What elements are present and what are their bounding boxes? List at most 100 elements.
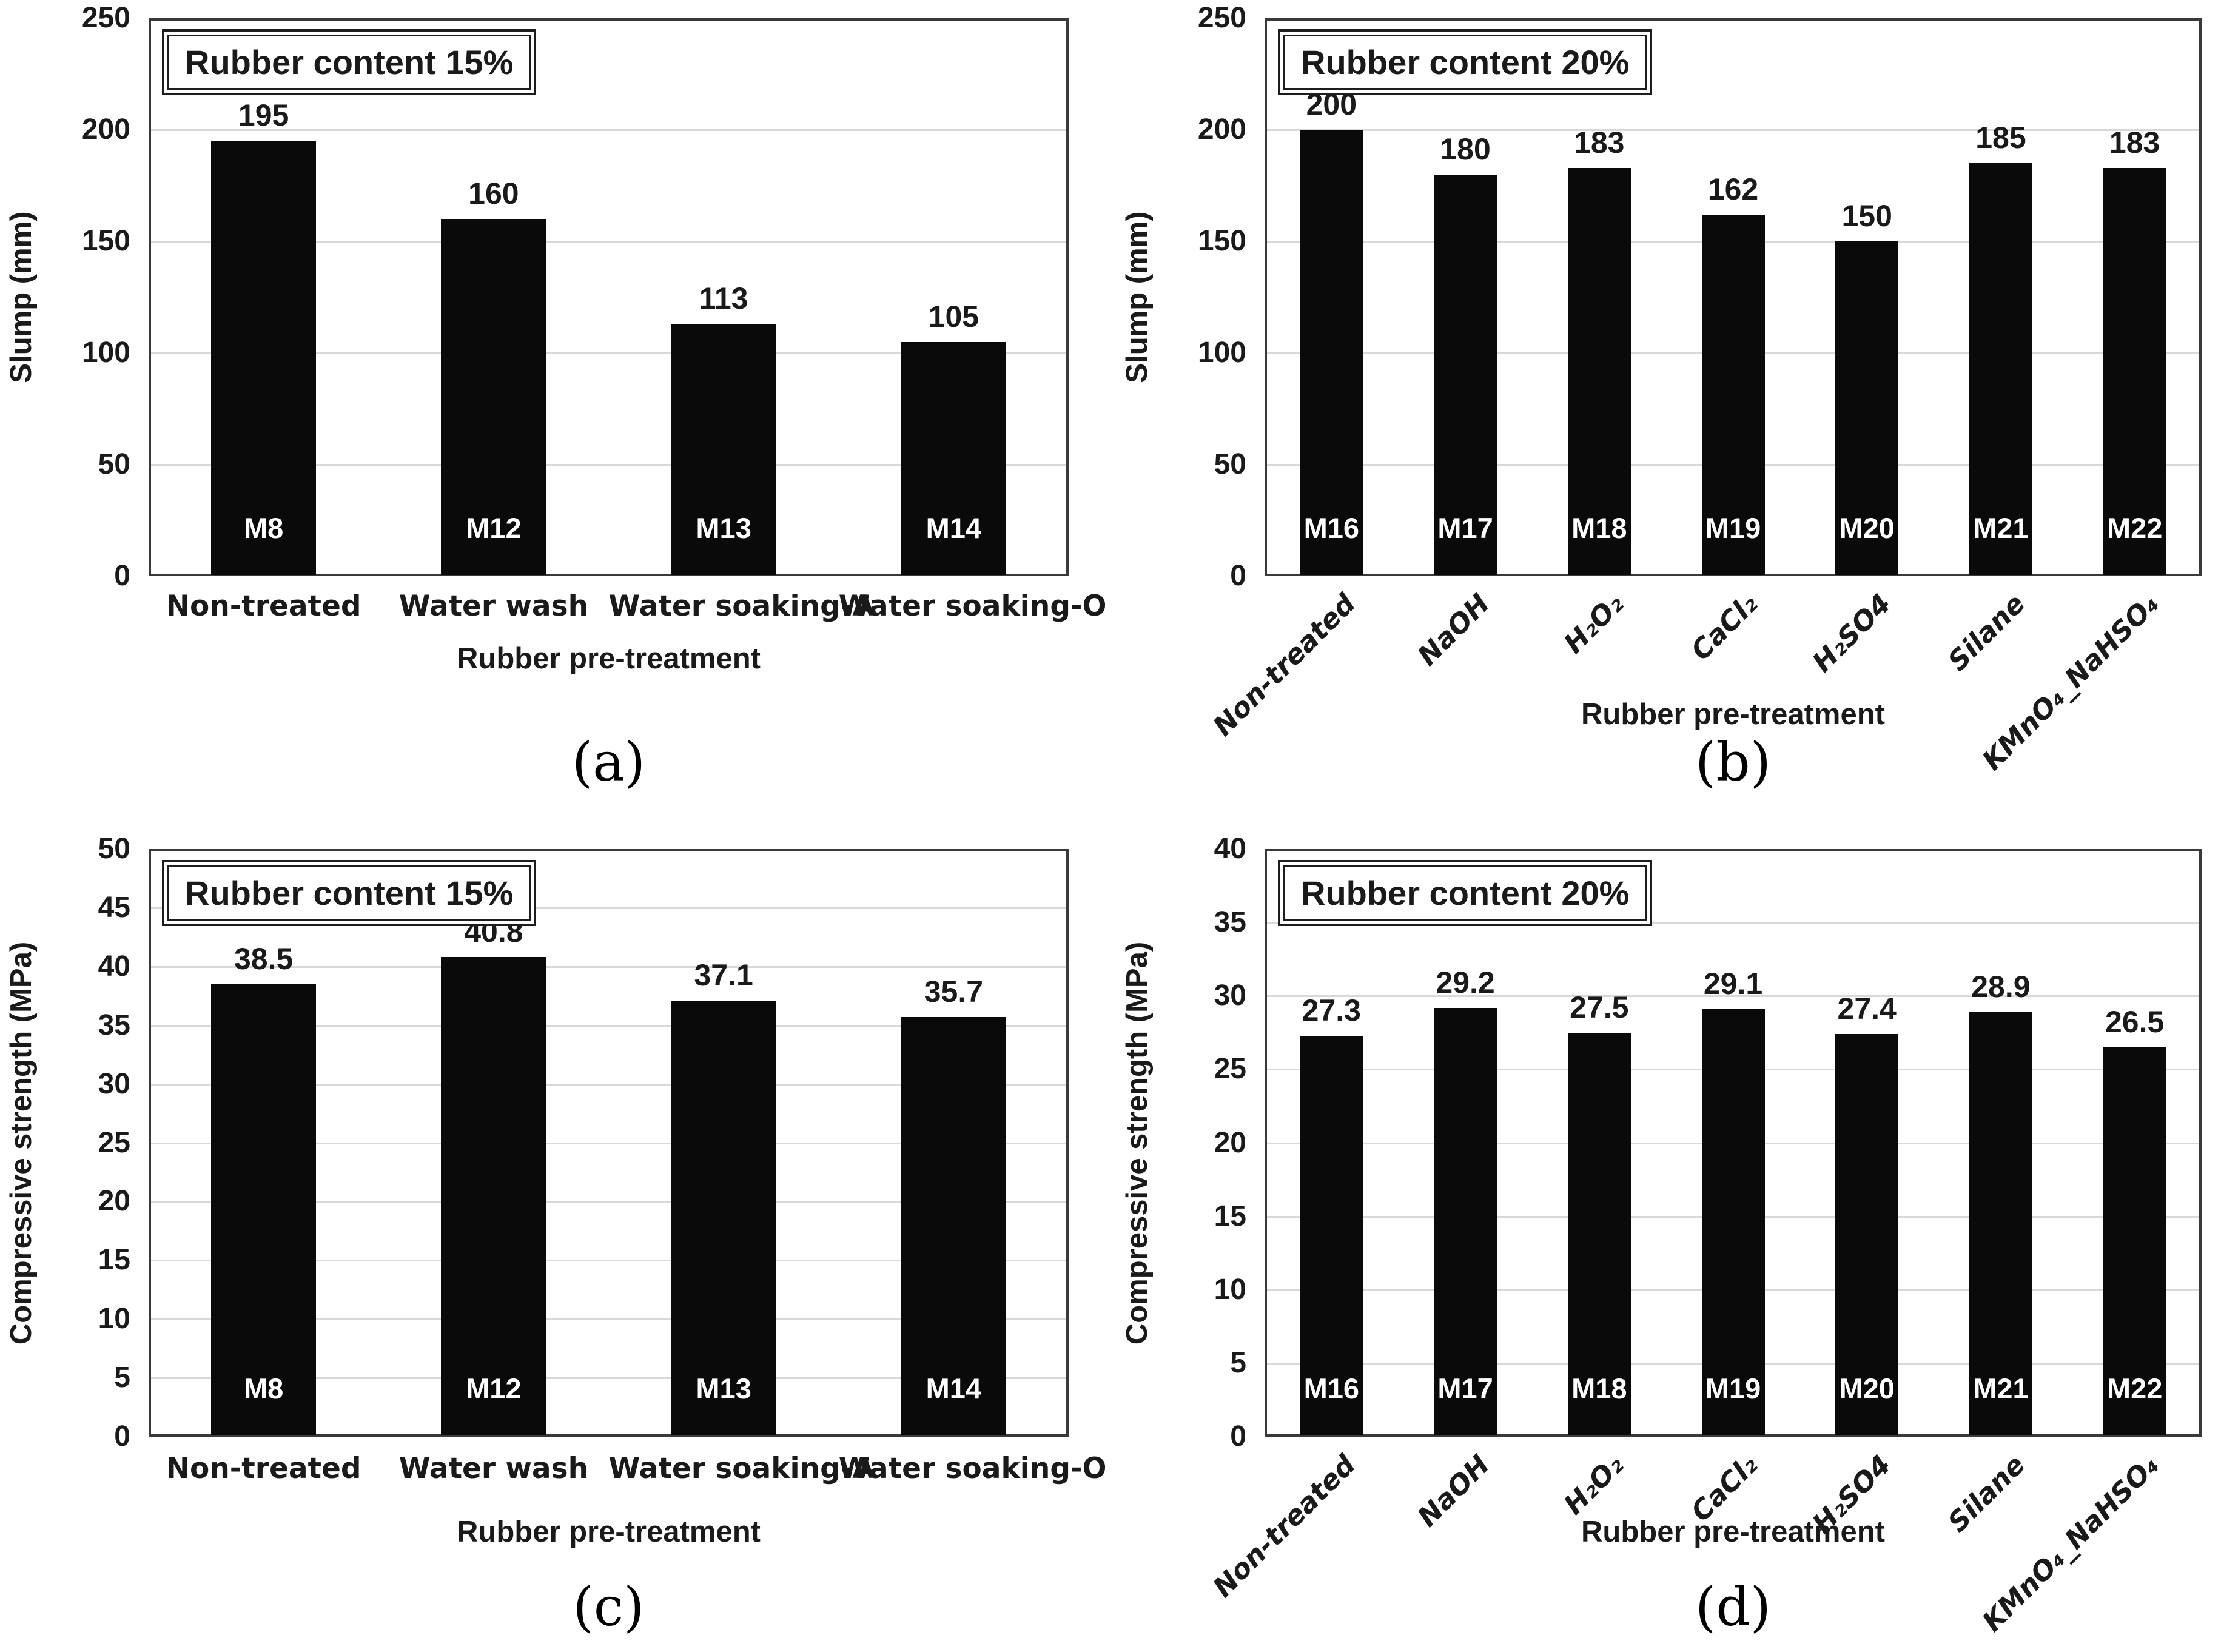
- gridline: [151, 241, 1066, 243]
- panel-caption: (c): [573, 1576, 645, 1638]
- y-tick-label: 250: [81, 2, 130, 34]
- gridline: [151, 352, 1066, 354]
- y-tick-label: 20: [98, 1185, 130, 1218]
- bar-mix-label: M18: [1571, 512, 1627, 544]
- gridline: [151, 1318, 1066, 1321]
- gridline: [151, 1377, 1066, 1380]
- y-tick-label: 5: [1230, 1346, 1246, 1379]
- y-tick-label: 10: [1214, 1273, 1246, 1306]
- y-tick-label: 30: [1214, 979, 1246, 1012]
- bar-M13: [671, 324, 776, 575]
- y-tick-label: 0: [114, 560, 130, 592]
- bar-mix-label: M21: [1973, 512, 2029, 544]
- bar-mix-label: M21: [1973, 1372, 2029, 1405]
- bar-value-label: 183: [2109, 125, 2160, 159]
- rubber-content-badge: Rubber content 15%: [162, 29, 537, 95]
- panel-caption: (a): [571, 731, 646, 793]
- bar-value-label: 26.5: [2105, 1005, 2165, 1039]
- gridline: [151, 965, 1066, 968]
- bar-M21: [1969, 1012, 2032, 1435]
- y-tick-label: 50: [98, 448, 130, 480]
- rubber-content-badge-text: Rubber content 20%: [1283, 35, 1647, 90]
- y-tick-label: 30: [98, 1067, 130, 1100]
- bar-M16: [1300, 1035, 1363, 1435]
- bar-mix-label: M19: [1705, 512, 1761, 544]
- y-tick-label: 100: [1197, 337, 1246, 369]
- bar-mix-label: M22: [2106, 512, 2163, 544]
- bar-value-label: 28.9: [1971, 969, 2031, 1004]
- bar-M19: [1701, 214, 1765, 575]
- x-category-label: Water soaking-O: [838, 589, 1107, 623]
- bar-M20: [1835, 1034, 1899, 1435]
- bar-value-label: 195: [238, 98, 289, 133]
- bar-mix-label: M17: [1437, 512, 1493, 544]
- bar-mix-label: M22: [2106, 1372, 2163, 1405]
- bar-M14: [901, 1017, 1006, 1435]
- bar-mix-label: M12: [466, 512, 522, 544]
- x-category-label: Non-treated: [166, 1452, 361, 1485]
- x-category-label: Non-treated: [166, 589, 361, 623]
- y-tick-label: 150: [1197, 225, 1246, 257]
- rubber-content-badge: Rubber content 20%: [1278, 860, 1653, 926]
- gridline: [151, 129, 1066, 131]
- y-tick-label: 40: [1214, 833, 1246, 865]
- bar-value-label: 180: [1440, 132, 1491, 166]
- gridline: [151, 1260, 1066, 1262]
- bar-value-label: 27.5: [1570, 990, 1629, 1024]
- x-axis-title: Rubber pre-treatment: [457, 1516, 761, 1548]
- gridline: [151, 464, 1066, 466]
- bar-value-label: 38.5: [234, 941, 294, 976]
- bar-M20: [1835, 241, 1899, 575]
- bar-mix-label: M14: [926, 1372, 982, 1405]
- y-tick-label: 35: [98, 1009, 130, 1041]
- bar-M8: [211, 984, 317, 1435]
- y-tick-label: 150: [81, 225, 130, 257]
- bar-M13: [671, 1001, 776, 1435]
- y-tick-label: 100: [81, 337, 130, 369]
- bar-M12: [441, 219, 546, 575]
- x-category-label: Water wash: [398, 589, 589, 623]
- bar-mix-label: M8: [243, 1372, 284, 1405]
- bar-mix-label: M14: [926, 512, 982, 544]
- bar-mix-label: M13: [696, 1372, 751, 1405]
- bar-value-label: 105: [928, 299, 979, 334]
- bar-mix-label: M8: [243, 512, 284, 544]
- gridline: [151, 1142, 1066, 1144]
- bar-value-label: 162: [1707, 172, 1759, 206]
- bar-value-label: 27.4: [1837, 992, 1897, 1026]
- y-tick-label: 15: [98, 1244, 130, 1277]
- bar-mix-label: M16: [1303, 512, 1360, 544]
- bar-M8: [211, 141, 317, 575]
- bar-mix-label: M17: [1437, 1372, 1493, 1405]
- bar-M22: [2103, 1047, 2166, 1435]
- rubber-content-badge-text: Rubber content 20%: [1283, 865, 1647, 921]
- bar-M22: [2103, 167, 2166, 575]
- x-category-label: Water soaking-A: [608, 589, 875, 623]
- y-tick-label: 5: [114, 1362, 130, 1394]
- bar-M19: [1701, 1009, 1765, 1435]
- y-tick-label: 25: [1214, 1053, 1246, 1086]
- gridline: [1267, 922, 2199, 924]
- bar-mix-label: M19: [1705, 1372, 1761, 1405]
- y-tick-label: 25: [98, 1126, 130, 1159]
- bar-M12: [441, 957, 546, 1435]
- bar-M16: [1300, 130, 1363, 575]
- gridline: [1267, 129, 2199, 131]
- bar-value-label: 37.1: [694, 958, 753, 992]
- bar-M17: [1434, 1007, 1497, 1435]
- y-tick-label: 20: [1214, 1126, 1246, 1159]
- bar-mix-label: M12: [466, 1372, 522, 1405]
- rubber-content-badge: Rubber content 15%: [162, 860, 537, 926]
- bar-value-label: 29.2: [1436, 965, 1495, 999]
- bar-value-label: 150: [1841, 199, 1892, 233]
- rubber-content-badge-text: Rubber content 15%: [167, 35, 531, 90]
- bar-mix-label: M20: [1839, 512, 1895, 544]
- bar-value-label: 29.1: [1703, 967, 1763, 1001]
- bar-mix-label: M13: [696, 512, 751, 544]
- bar-mix-label: M18: [1571, 1372, 1627, 1405]
- bar-value-label: 183: [1574, 125, 1625, 159]
